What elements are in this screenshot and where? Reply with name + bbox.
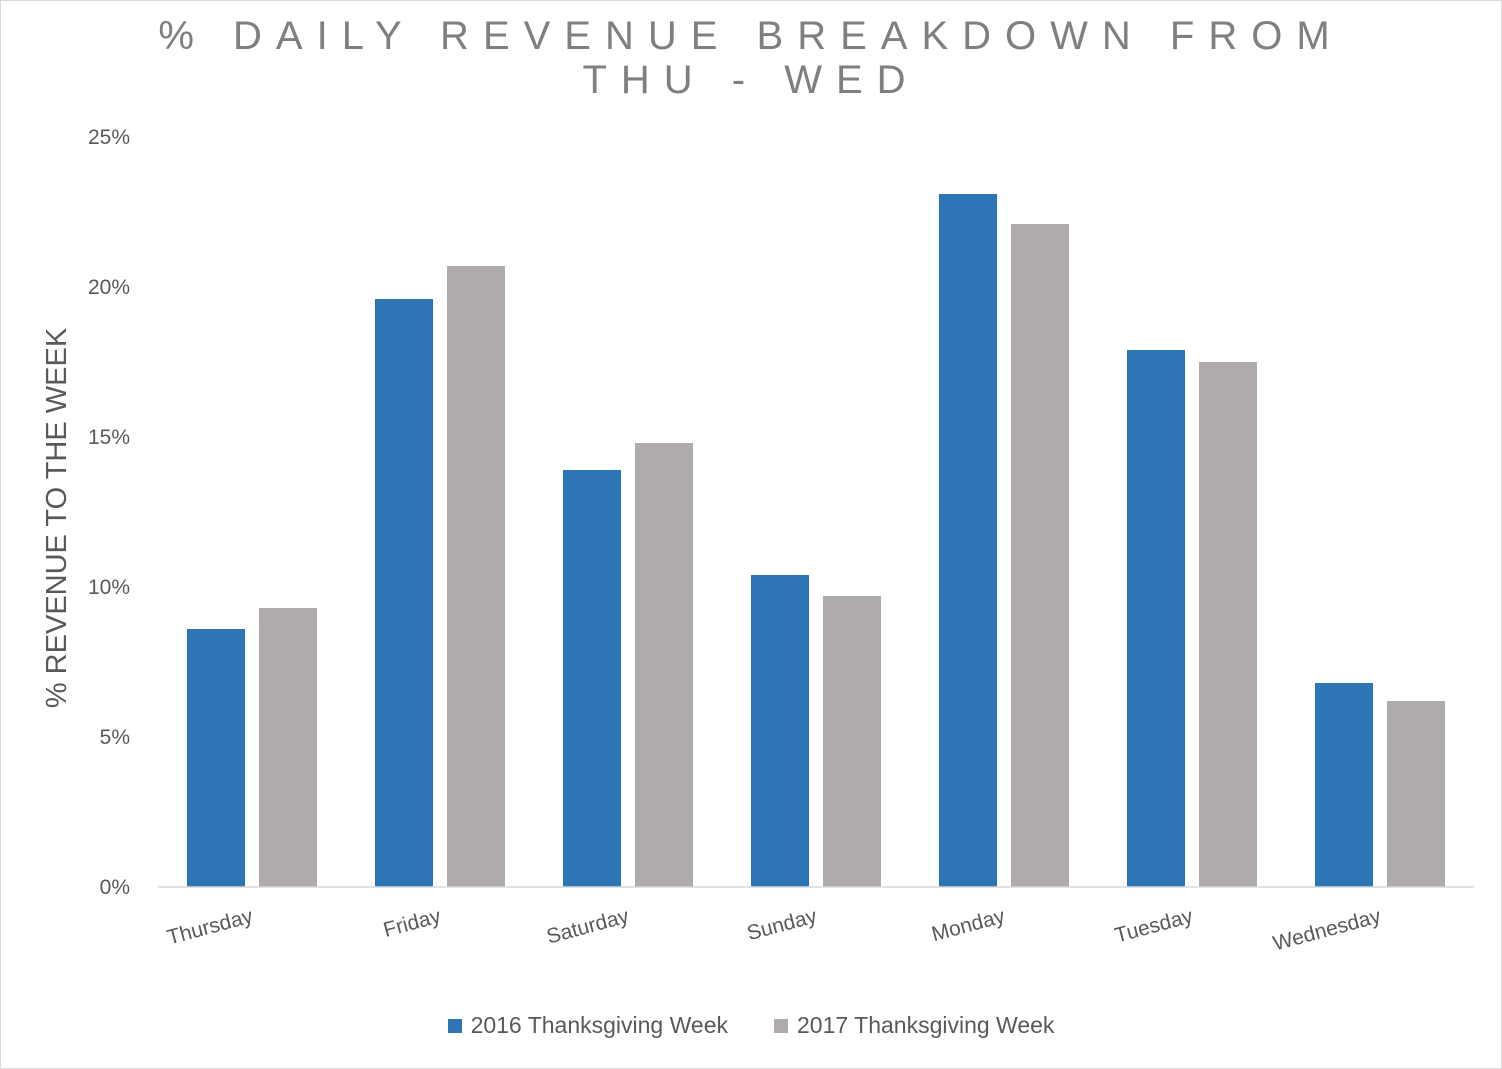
legend-item-2016: 2016 Thanksgiving Week <box>447 1012 728 1039</box>
bar-monday-2017 <box>1011 224 1069 887</box>
legend: 2016 Thanksgiving Week 2017 Thanksgiving… <box>0 1012 1502 1039</box>
x-tick-label-sunday: Sunday <box>745 904 820 945</box>
bar-friday-2017 <box>447 266 505 887</box>
bar-thursday-2017 <box>259 608 317 887</box>
y-tick-label: 0% <box>100 876 130 899</box>
bar-monday-2016 <box>939 194 997 887</box>
x-tick-label-thursday: Thursday <box>165 904 256 949</box>
chart-title: % DAILY REVENUE BREAKDOWN FROM THU - WED <box>0 14 1502 102</box>
chart-plot: 0% 5% 10% 15% 20% 25% Thursday Friday Saturday S… <box>41 126 1474 955</box>
x-tick-label-saturday: Saturday <box>544 904 632 948</box>
bar-wednesday-2016 <box>1315 683 1373 887</box>
x-tick-label-friday: Friday <box>381 904 444 941</box>
bar-sunday-2016 <box>751 575 809 887</box>
legend-item-2017: 2017 Thanksgiving Week <box>774 1012 1054 1039</box>
y-tick-label: 5% <box>100 726 130 749</box>
y-tick-label: 25% <box>88 126 130 149</box>
bar-tuesday-2016 <box>1127 350 1185 887</box>
chart-title-line-2: THU - WED <box>582 58 920 102</box>
x-tick-label-tuesday: Tuesday <box>1112 904 1195 947</box>
legend-swatch-2016 <box>447 1018 462 1033</box>
bar-friday-2016 <box>375 299 433 887</box>
chart-title-line-1: % DAILY REVENUE BREAKDOWN FROM <box>158 14 1344 58</box>
y-axis-ticks: 0% 5% 10% 15% 20% 25% <box>88 126 130 899</box>
bar-sunday-2017 <box>823 596 881 887</box>
legend-swatch-2017 <box>774 1018 788 1033</box>
x-tick-label-monday: Monday <box>929 904 1008 946</box>
bar-wednesday-2017 <box>1387 701 1445 887</box>
bars <box>187 194 1445 887</box>
y-axis-label: % REVENUE TO THE WEEK <box>41 327 73 708</box>
x-axis-categories: Thursday Friday Saturday Sunday Monday Tuesda… <box>165 904 1384 955</box>
legend-label-2016: 2016 Thanksgiving Week <box>470 1012 728 1038</box>
bar-tuesday-2017 <box>1199 362 1257 887</box>
y-tick-label: 20% <box>88 276 130 299</box>
x-tick-label-wednesday: Wednesday <box>1271 904 1384 955</box>
legend-label-2017: 2017 Thanksgiving Week <box>797 1012 1055 1038</box>
y-tick-label: 10% <box>88 576 130 599</box>
bar-saturday-2017 <box>635 443 693 887</box>
y-tick-label: 15% <box>88 426 130 449</box>
bar-saturday-2016 <box>563 470 621 887</box>
bar-thursday-2016 <box>187 629 245 887</box>
